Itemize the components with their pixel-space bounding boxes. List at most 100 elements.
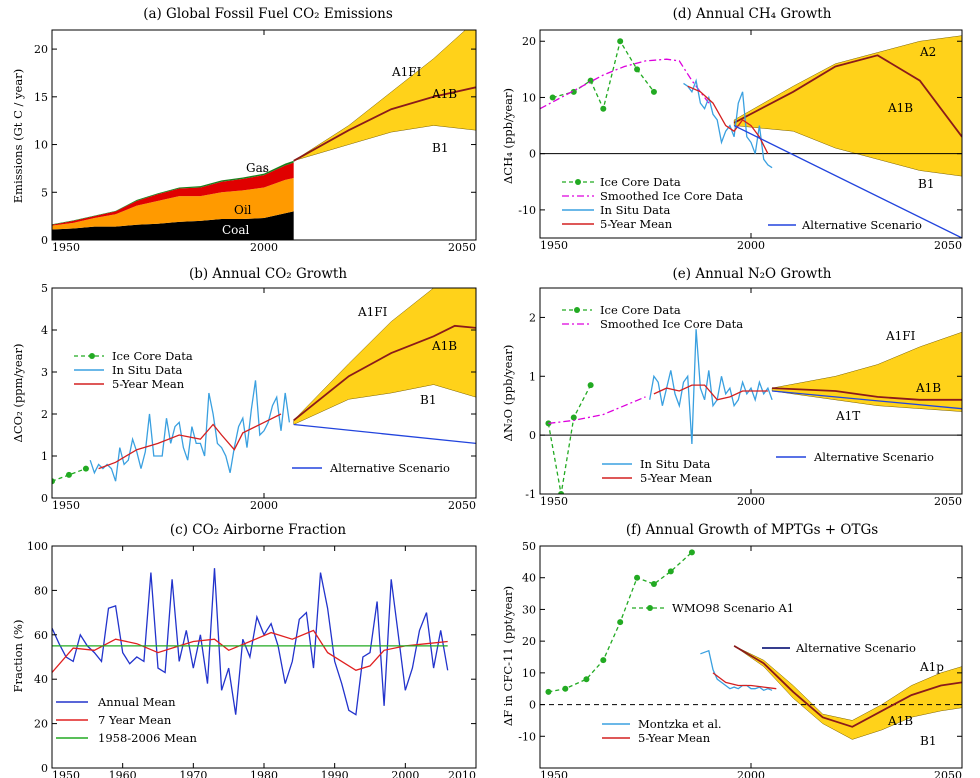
e-scenario-line (772, 387, 962, 401)
d-label-a1b: A1B (887, 101, 913, 115)
panel-e-ylabel: ΔN₂O (ppb/year) (501, 345, 515, 442)
f-ytick-label-6: 50 (522, 540, 536, 553)
a-ytick-label-3: 15 (34, 91, 48, 104)
c-xtick-label-6: 2010 (448, 769, 476, 778)
c-xtick-label-4: 1990 (321, 769, 349, 778)
f-label-a1b: A1B (887, 714, 913, 728)
c-ytick-label-0: 0 (41, 762, 48, 775)
a-ytick-label-4: 20 (34, 43, 48, 56)
b-series-3-line (293, 423, 476, 445)
e-legend: Ice Core Data Smoothed Ice Core Data In … (562, 303, 934, 485)
c-leg2-label: 7 Year Mean (98, 713, 172, 727)
f-series-0-point-5 (634, 574, 641, 581)
panel-c-title: (c) CO₂ Airborne Fraction (170, 522, 347, 538)
f-ytick-label-4: 30 (522, 603, 536, 616)
f-xtick-label-0: 1950 (540, 769, 568, 778)
panel-e-title: (e) Annual N₂O Growth (673, 266, 832, 282)
panel-b: (b) Annual CO₂ Growth ΔCO₂ (ppm/year) 19… (11, 266, 477, 512)
f-series-0-point-6 (650, 581, 657, 588)
b-series-0-line (52, 467, 87, 482)
d-scenario-line (733, 54, 962, 138)
f-series-0-point-3 (600, 657, 607, 664)
panel-d-ylabel: ΔCH₄ (ppb/year) (501, 88, 515, 184)
panel-d-title: (d) Annual CH₄ Growth (673, 6, 832, 22)
e-label-a1b: A1B (915, 381, 941, 395)
f-scenario-band (733, 645, 962, 740)
e-series-0-point-3 (587, 382, 594, 389)
b-label-a1b: A1B (431, 339, 457, 353)
panel-a-title: (a) Global Fossil Fuel CO₂ Emissions (143, 6, 393, 22)
b-legend: Ice Core Data In Situ Data 5-Year Mean (74, 349, 193, 391)
e-series-0-point-1 (558, 491, 565, 494)
f-xtick-label-1: 2000 (737, 769, 765, 778)
a-label-b1: B1 (432, 141, 448, 155)
e-series-2-line (649, 329, 773, 445)
f-ytick-label-1: 0 (529, 699, 536, 712)
e-label-a1t: A1T (835, 409, 860, 423)
b-leg2-label: In Situ Data (112, 363, 183, 377)
panel-d: (d) Annual CH₄ Growth ΔCH₄ (ppb/year) 19… (501, 6, 963, 252)
a-stack-layer-1 (52, 177, 294, 230)
panel-c: (c) CO₂ Airborne Fraction Fraction (%) 1… (11, 522, 477, 778)
f-label-b1: B1 (920, 734, 936, 748)
a-ytick-label-0: 0 (41, 234, 48, 247)
panel-a-ylabel: Emissions (Gt C / year) (11, 69, 25, 203)
d-legend: Ice Core Data Smoothed Ice Core Data In … (562, 175, 922, 232)
d-leg3-label: In Situ Data (600, 203, 671, 217)
e-ytick-label-2: 1 (529, 370, 536, 383)
e-series-0-line (547, 384, 592, 494)
d-series-4-line (733, 125, 962, 238)
b-ytick-label-3: 3 (41, 366, 48, 379)
d-label-b1: B1 (918, 177, 934, 191)
e-leg2-label: Smoothed Ice Core Data (600, 317, 743, 331)
d-content (540, 35, 962, 238)
c-ytick-label-2: 40 (34, 673, 48, 686)
f-series-1-line (700, 649, 773, 692)
c-series-0-line (52, 568, 449, 716)
panel-f-title: (f) Annual Growth of MPTGs + OTGs (626, 522, 878, 538)
f-alt-legend: Alternative Scenario (762, 641, 916, 655)
b-label-a1fi: A1FI (357, 305, 388, 319)
a-ytick-label-2: 10 (34, 139, 48, 152)
f-xtick-label-2: 2050 (934, 769, 962, 778)
f-series-0-point-4 (617, 619, 624, 626)
f-ytick-label-3: 20 (522, 635, 536, 648)
b-series-0-point-0 (52, 478, 55, 485)
f-legend: Montzka et al. 5-Year Mean (602, 717, 722, 745)
f-series-0-point-8 (688, 549, 695, 556)
b-xtick-label-1: 2000 (250, 499, 278, 512)
a-label-oil: Oil (234, 203, 252, 217)
c-xtick-label-2: 1970 (179, 769, 207, 778)
f-series-0-point-0 (545, 688, 552, 695)
c-series-1-line (52, 629, 448, 673)
e-scenario-band (771, 331, 962, 412)
panel-f: (f) Annual Growth of MPTGs + OTGs ΔF in … (501, 522, 963, 778)
e-leg3-label: In Situ Data (640, 457, 711, 471)
d-series-0-point-3 (600, 105, 607, 112)
b-leg1-marker (89, 353, 95, 359)
b-ytick-label-0: 0 (41, 492, 48, 505)
f-series-0-point-2 (583, 676, 590, 683)
e-xtick-label-0: 1950 (540, 495, 568, 508)
e-content (540, 329, 962, 494)
c-ytick-label-4: 80 (34, 584, 48, 597)
c-ytick-label-1: 20 (34, 718, 48, 731)
e-xtick-label-1: 2000 (737, 495, 765, 508)
f-wmo-label: WMO98 Scenario A1 (672, 601, 794, 615)
f-ytick-label-0: -10 (518, 730, 536, 743)
d-alt-label: Alternative Scenario (801, 218, 922, 232)
d-leg1-marker (575, 179, 581, 185)
d-ytick-label-3: 20 (522, 35, 536, 48)
panel-a: (a) Global Fossil Fuel CO₂ Emissions Emi… (11, 6, 477, 254)
f-leg1-label: Montzka et al. (638, 717, 722, 731)
e-alt-label: Alternative Scenario (813, 450, 934, 464)
panel-d-plot: 1950 2000 2050 -10 0 10 20 (518, 29, 963, 252)
e-series-3-line (653, 384, 768, 401)
c-content (52, 568, 449, 716)
a-scenario-line (293, 86, 476, 162)
panel-f-ylabel: ΔF in CFC-11 (ppt/year) (501, 586, 515, 726)
b-leg3-label: 5-Year Mean (112, 377, 185, 391)
e-series-4-line (772, 390, 962, 410)
f-ytick-label-5: 40 (522, 572, 536, 585)
e-ytick-label-3: 2 (529, 311, 536, 324)
